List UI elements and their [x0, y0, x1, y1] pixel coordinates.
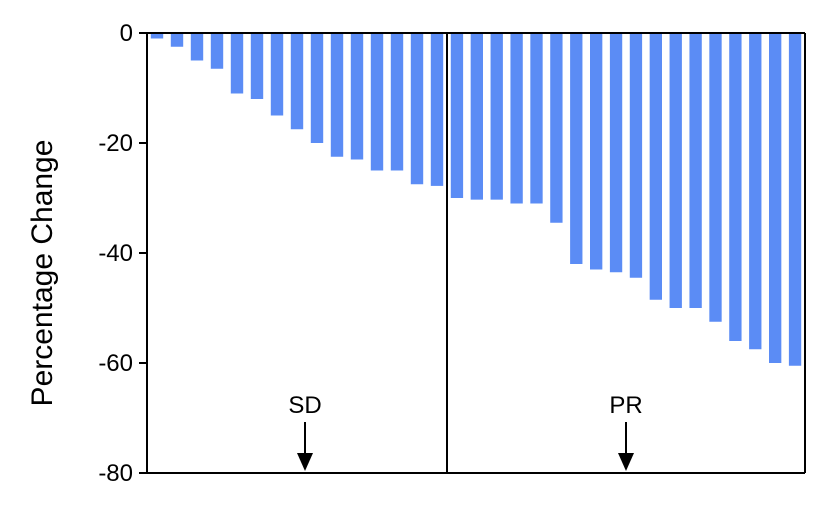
bar-pr-1 [450, 33, 464, 198]
bar-pr-14 [709, 33, 722, 322]
y-tick-label--60: -60 [98, 350, 133, 377]
bar-pr-8 [590, 33, 603, 270]
bar-sd-7 [270, 33, 284, 116]
bar-pr-11 [649, 33, 662, 300]
bar-pr-4 [510, 33, 523, 204]
group-label-pr: PR [609, 392, 642, 419]
bar-sd-1 [150, 33, 164, 39]
bar-sd-6 [250, 33, 264, 99]
bar-pr-17 [769, 33, 782, 363]
group-label-sd: SD [288, 392, 321, 419]
bar-sd-15 [430, 33, 444, 186]
y-tick-label--40: -40 [98, 240, 133, 267]
bar-sd-4 [210, 33, 224, 69]
y-tick-label--20: -20 [98, 130, 133, 157]
bar-sd-11 [350, 33, 364, 160]
bar-pr-13 [689, 33, 702, 308]
bar-pr-7 [570, 33, 583, 264]
bar-pr-16 [749, 33, 762, 350]
bar-sd-3 [190, 33, 204, 61]
bar-sd-13 [390, 33, 404, 171]
bar-pr-18 [788, 33, 802, 366]
bar-pr-6 [550, 33, 563, 223]
bar-pr-3 [490, 33, 503, 200]
bar-sd-5 [230, 33, 244, 94]
bar-pr-5 [530, 33, 543, 204]
y-tick-label--80: -80 [98, 460, 133, 487]
bars-layer [150, 33, 802, 366]
arrow-pr-head [618, 453, 634, 471]
labels-layer: SD PR 0 -20 -40 -60 -80 Percentage Change [26, 20, 643, 487]
y-axis-title: Percentage Change [26, 140, 59, 407]
bar-pr-9 [609, 33, 623, 273]
bar-sd-14 [410, 33, 424, 185]
bar-sd-9 [310, 33, 324, 143]
y-tick-label-0: 0 [120, 20, 133, 47]
bar-sd-10 [330, 33, 344, 157]
bar-pr-10 [629, 33, 643, 278]
bar-sd-12 [370, 33, 384, 171]
bar-sd-8 [290, 33, 304, 130]
axes-layer [139, 32, 806, 474]
bar-pr-2 [470, 33, 483, 200]
bar-sd-2 [170, 33, 184, 47]
bar-pr-15 [729, 33, 742, 341]
bar-pr-12 [669, 33, 682, 308]
arrow-sd-head [297, 453, 313, 471]
